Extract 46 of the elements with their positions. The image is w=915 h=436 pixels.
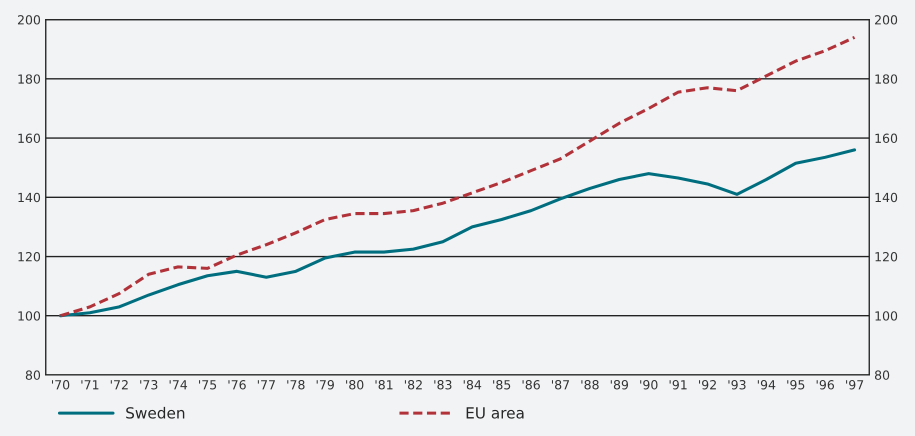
line-series — [58, 36, 856, 318]
x-tick-label: '76 — [228, 380, 246, 390]
x-tick-label: '70 — [52, 380, 70, 390]
x-tick-label: '74 — [170, 380, 188, 390]
y2-tick-label: 160 — [875, 134, 898, 143]
x-tick-label: '88 — [581, 380, 599, 390]
x-tick-label: '73 — [140, 380, 158, 390]
x-tick-label: '87 — [552, 380, 570, 390]
x-tick-label: '95 — [787, 380, 804, 390]
y2-tick-label: 120 — [875, 252, 898, 262]
y-tick-label: 140 — [18, 192, 40, 202]
y2-tick-label: 80 — [874, 370, 890, 380]
y-tick-label: 120 — [18, 252, 40, 262]
x-tick-label: '78 — [287, 380, 305, 390]
x-tick-label: '90 — [640, 380, 658, 390]
legend-label: Sweden — [126, 406, 184, 419]
x-tick-label: '81 — [376, 380, 392, 390]
x-tick-label: '84 — [464, 380, 482, 390]
x-tick-label: '91 — [670, 380, 687, 390]
y2-tick-label: 180 — [875, 74, 898, 84]
y-tick-label: 180 — [18, 74, 40, 84]
x-tick-label: '79 — [316, 380, 334, 390]
y2-tick-label: 100 — [875, 311, 898, 321]
x-tick-label: '97 — [846, 380, 864, 390]
x-tick-label: '80 — [346, 380, 364, 390]
y-tick-label: 100 — [18, 311, 40, 321]
x-tick-label: '94 — [758, 380, 776, 390]
y-tick-label: 200 — [18, 15, 40, 25]
x-tick-label: '71 — [81, 380, 98, 390]
y-tick-label: 160 — [18, 134, 40, 143]
y2-tick-label: 140 — [875, 192, 898, 202]
y-tick-label: 80 — [26, 370, 40, 380]
x-tick-label: '86 — [522, 380, 540, 390]
legend-label: EU area — [466, 407, 524, 419]
x-tick-label: '75 — [199, 380, 216, 390]
x-tick-label: '89 — [610, 380, 628, 390]
x-tick-label: '82 — [404, 380, 422, 390]
x-tick-label: '93 — [728, 380, 746, 390]
x-tick-label: '85 — [493, 380, 510, 390]
x-tick-label: '77 — [258, 380, 275, 390]
x-tick-label: '96 — [816, 380, 834, 390]
y2-tick-label: 200 — [875, 15, 898, 25]
line-series — [58, 148, 856, 318]
x-tick-label: '92 — [699, 380, 716, 390]
x-tick-label: '72 — [110, 380, 128, 390]
x-tick-label: '83 — [434, 380, 452, 390]
